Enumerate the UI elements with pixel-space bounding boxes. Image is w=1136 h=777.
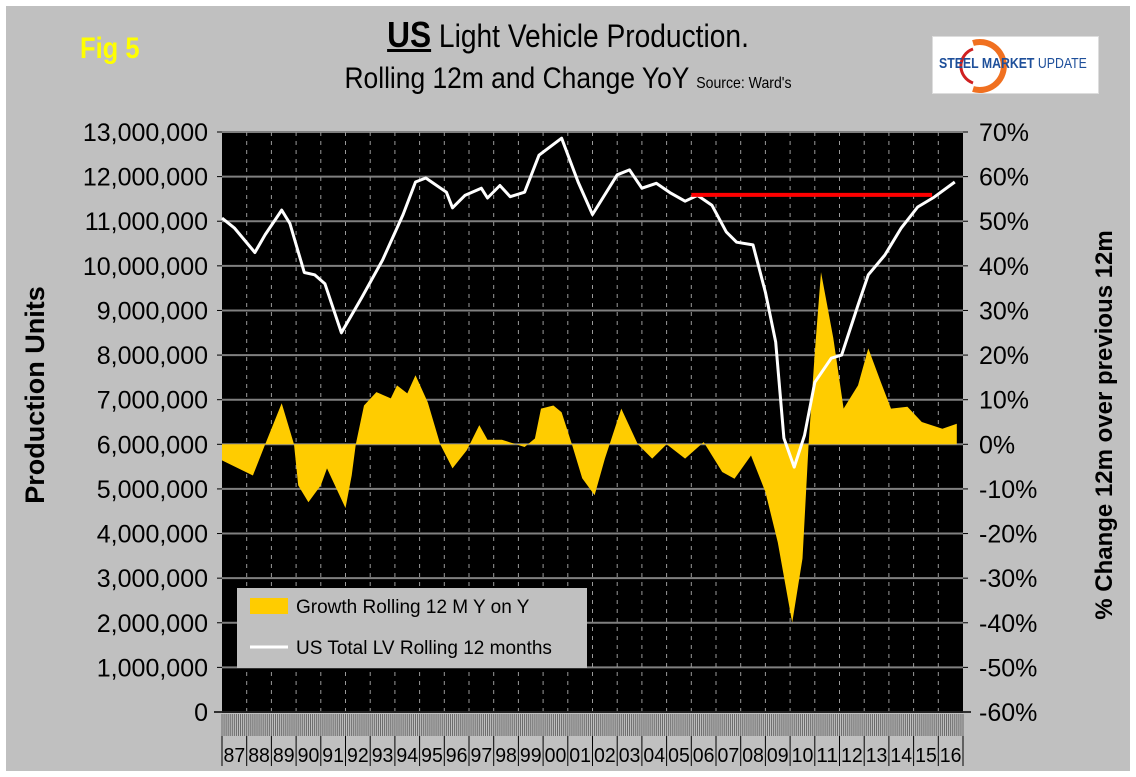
legend: Growth Rolling 12 M Y on Y US Total LV R… (237, 588, 587, 668)
y-tick-label: 5,000,000 (97, 476, 208, 504)
steel-market-update-logo: STEEL MARKET UPDATE (932, 36, 1099, 94)
growth-area (222, 272, 957, 623)
x-tick-label: 95 (421, 745, 443, 767)
x-tick-label: 15 (915, 745, 937, 767)
y-tick-label: 6,000,000 (97, 431, 208, 459)
y-tick-label: 12,000,000 (83, 164, 208, 192)
axes: 0 -60% 1,000,000 -50% 2,000,000 -40% 3,000,000… (83, 119, 1038, 767)
y-tick-label: 9,000,000 (97, 297, 208, 325)
legend-swatch-growth (250, 598, 288, 614)
logo-arc-icon (959, 39, 1007, 93)
logo-text-rest: UPDATE (1034, 55, 1087, 72)
x-tick-label: 13 (866, 745, 888, 767)
x-tick-label: 16 (940, 745, 962, 767)
y-tick-label: 10,000,000 (83, 253, 208, 281)
legend-label-production: US Total LV Rolling 12 months (296, 638, 552, 659)
y-axis-label: Production Units (20, 286, 50, 504)
y2-tick-label: -60% (979, 699, 1037, 727)
y2-tick-label: -10% (979, 476, 1037, 504)
production-line (221, 136, 956, 469)
legend-label-growth: Growth Rolling 12 M Y on Y (296, 597, 530, 618)
legend-box (237, 588, 587, 668)
fig-label: Fig 5 (80, 32, 140, 65)
y-tick-label: 3,000,000 (97, 565, 208, 593)
growth-area-layer (222, 272, 957, 623)
x-tick-label: 96 (446, 745, 468, 767)
x-tick-label: 99 (520, 745, 542, 767)
y2-tick-label: -40% (979, 610, 1037, 638)
source-note: Source: Ward's (696, 75, 792, 92)
x-tick-label: 88 (248, 745, 270, 767)
x-tick-label: 00 (545, 745, 567, 767)
x-tick-label: 02 (594, 745, 616, 767)
line-layer (221, 136, 956, 469)
x-tick-label: 92 (347, 745, 369, 767)
x-tick-label: 03 (619, 745, 641, 767)
logo-text: STEEL MARKET UPDATE (939, 55, 1087, 72)
y2-tick-label: -30% (979, 565, 1037, 593)
title-rest: Light Vehicle Production. (431, 18, 749, 54)
y-tick-label: 11,000,000 (85, 208, 208, 236)
x-tick-label: 89 (273, 745, 295, 767)
y2-tick-label: 60% (979, 164, 1029, 192)
y2-tick-label: 0% (979, 431, 1015, 459)
chart-title: US Light Vehicle Production. (68, 14, 1068, 56)
y2-tick-label: 10% (979, 387, 1029, 415)
x-tick-label: 11 (816, 745, 838, 767)
y2-tick-label: -50% (979, 654, 1037, 682)
y-tick-label: 8,000,000 (97, 342, 208, 370)
chart-subtitle: Rolling 12m and Change YoY Source: Ward'… (68, 62, 1068, 96)
y2-tick-label: 70% (979, 119, 1029, 147)
x-tick-label: 06 (693, 745, 715, 767)
y-tick-label: 1,000,000 (97, 654, 208, 682)
x-tick-label: 94 (396, 745, 418, 767)
x-tick-label: 10 (792, 745, 814, 767)
y-tick-label: 7,000,000 (97, 387, 208, 415)
x-tick-label: 08 (742, 745, 764, 767)
x-tick-label: 01 (569, 745, 591, 767)
y-tick-label: 4,000,000 (97, 521, 208, 549)
y2-tick-label: 40% (979, 253, 1029, 281)
y-tick-label: 13,000,000 (83, 119, 208, 147)
logo-text-bold: STEEL MARKET (939, 55, 1035, 72)
x-tick-label: 07 (718, 745, 740, 767)
x-tick-label: 14 (890, 745, 912, 767)
subtitle-text: Rolling 12m and Change YoY (344, 62, 689, 95)
y2-tick-label: 20% (979, 342, 1029, 370)
x-tick-label: 98 (495, 745, 517, 767)
y-tick-label: 2,000,000 (97, 610, 208, 638)
x-tick-label: 91 (322, 745, 344, 767)
x-tick-label: 12 (841, 745, 863, 767)
y2-tick-label: 50% (979, 208, 1029, 236)
y2-tick-label: -20% (979, 521, 1037, 549)
x-tick-label: 04 (643, 745, 665, 767)
x-tick-label: 97 (471, 745, 493, 767)
x-tick-label: 05 (668, 745, 690, 767)
y2-tick-label: 30% (979, 297, 1029, 325)
x-tick-label: 87 (224, 745, 246, 767)
title-us: US (387, 14, 432, 55)
x-tick-label: 09 (767, 745, 789, 767)
x-tick-label: 93 (372, 745, 394, 767)
y-tick-label: 0 (194, 699, 208, 727)
x-tick-label: 90 (298, 745, 320, 767)
y2-axis-label: % Change 12m over previous 12m (1091, 230, 1118, 619)
